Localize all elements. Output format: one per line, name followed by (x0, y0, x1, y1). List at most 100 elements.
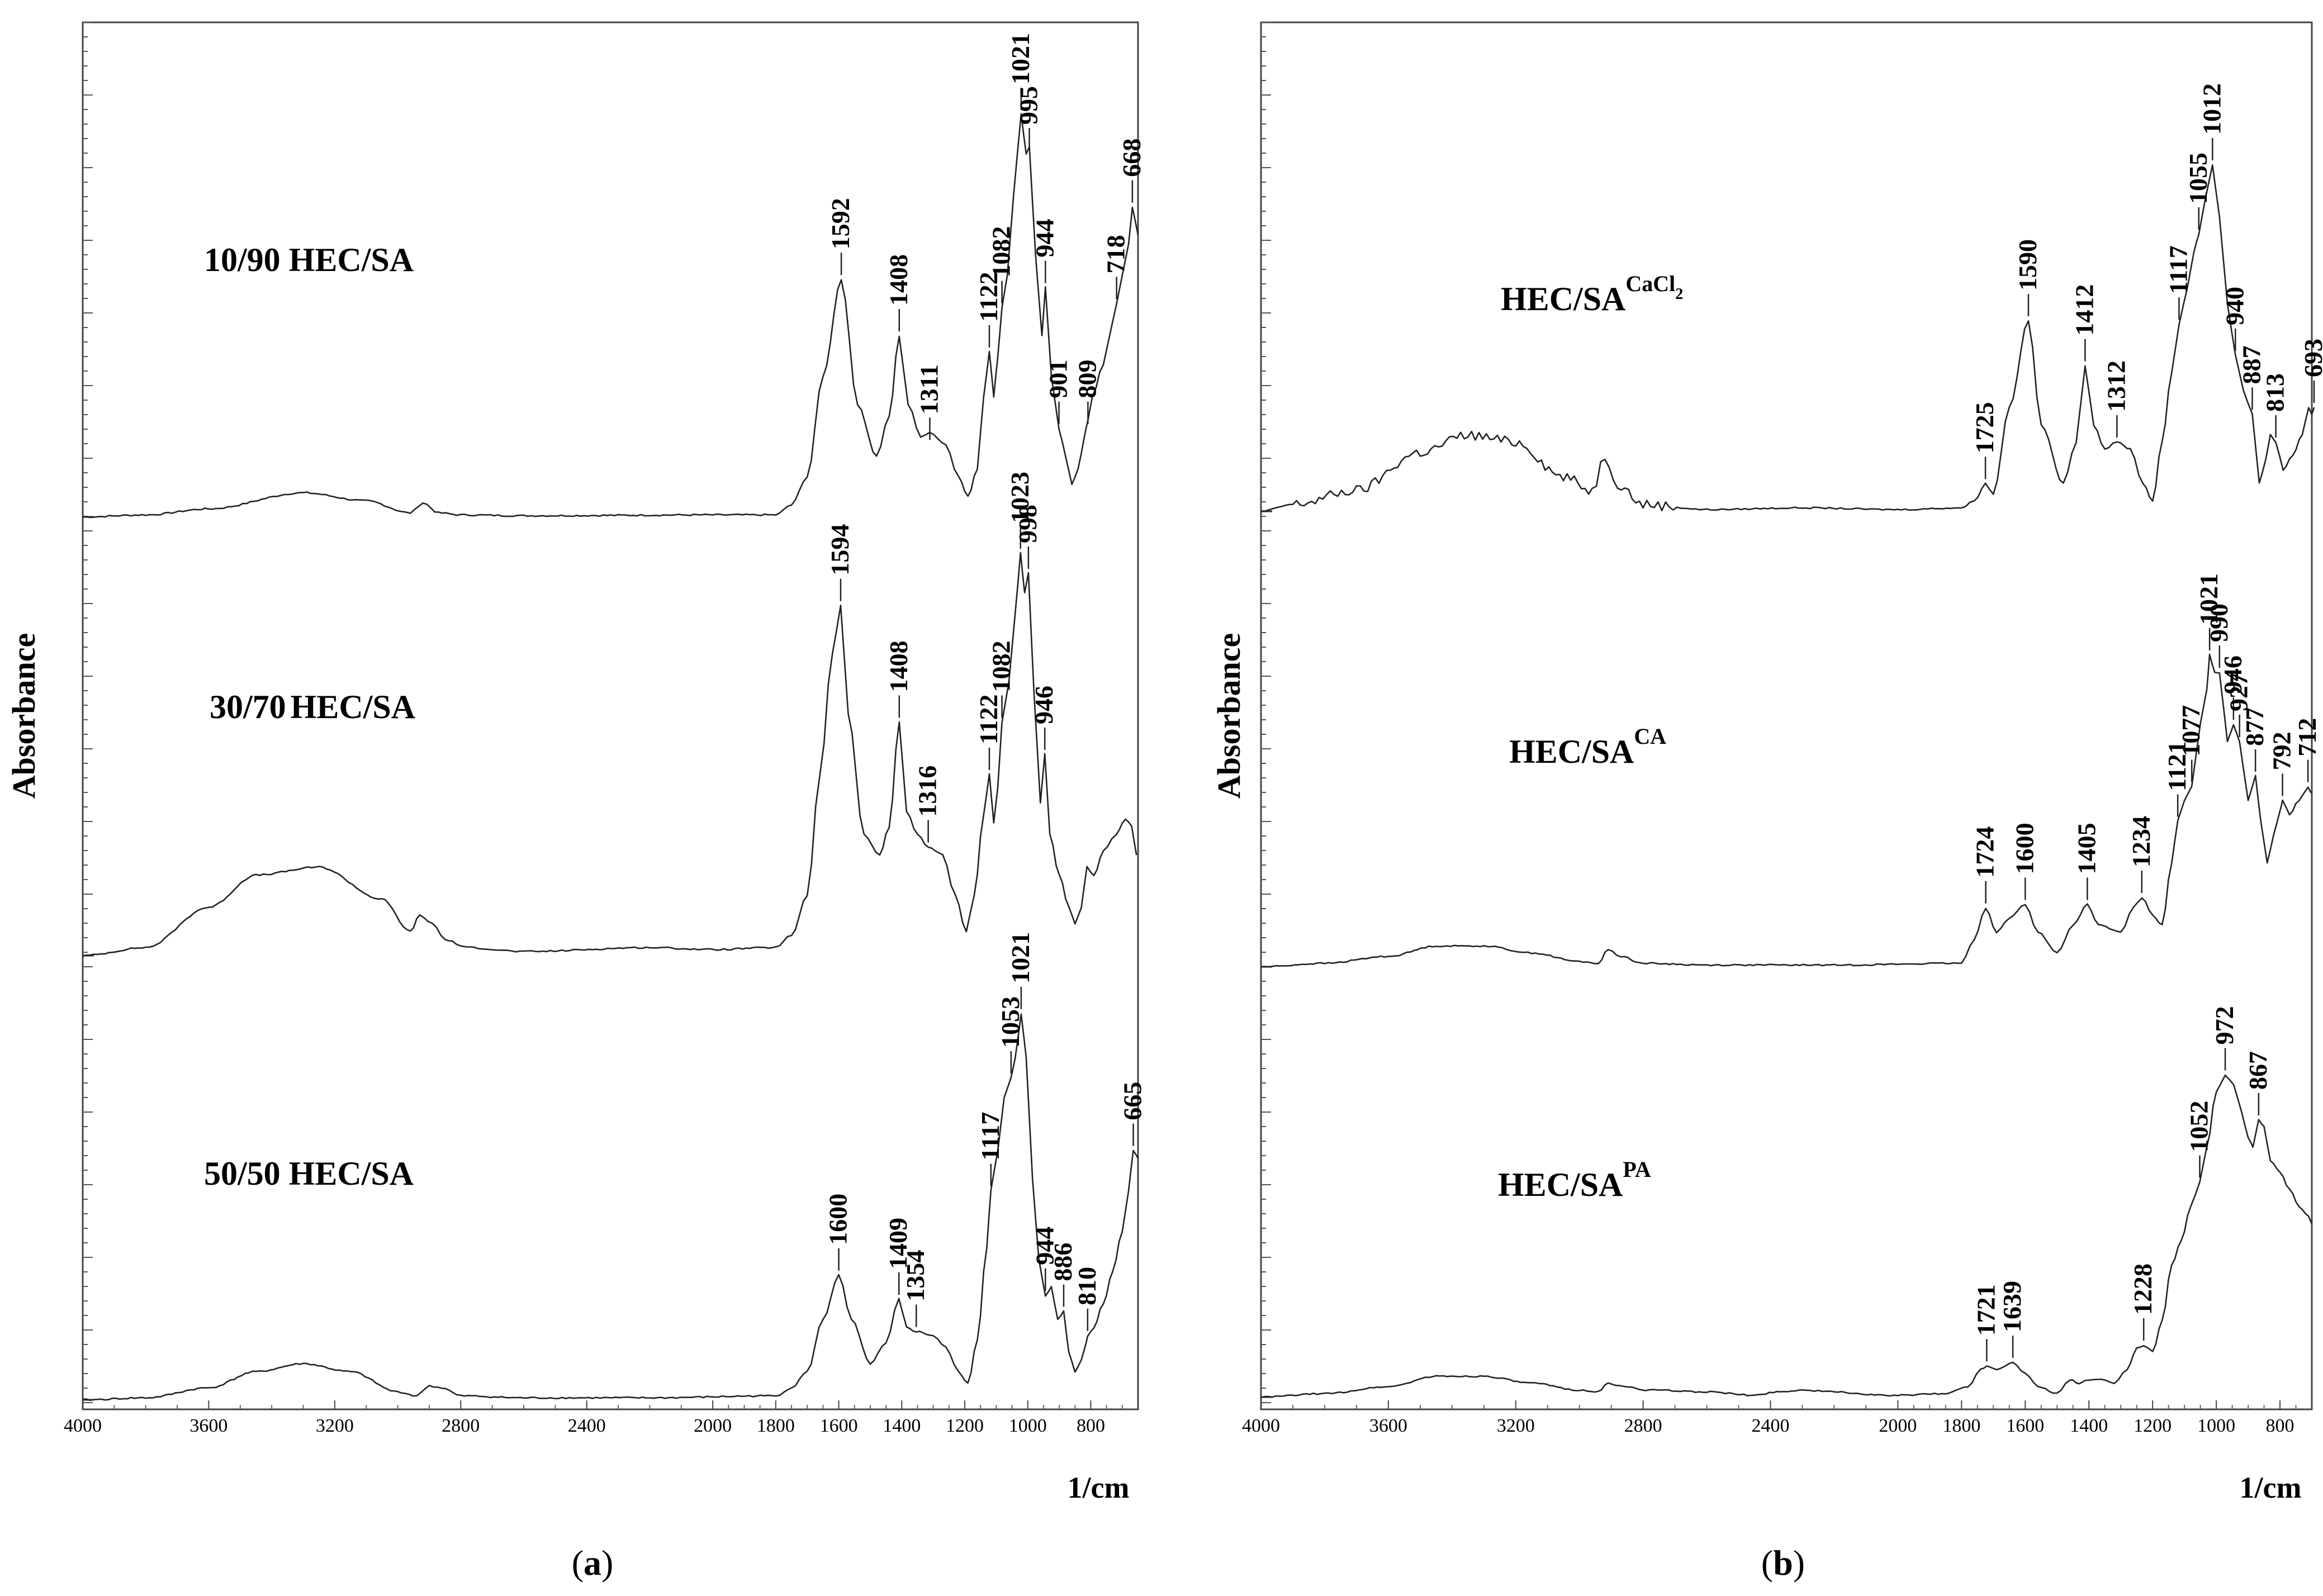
peak-label: 1052 (2184, 1101, 2213, 1152)
peak-label: 995 (1014, 86, 1043, 125)
peak-label: 810 (1073, 1267, 1101, 1305)
x-tick-label: 800 (2266, 1416, 2294, 1436)
x-tick-label: 2800 (442, 1416, 480, 1436)
peak-label: 877 (2240, 707, 2269, 746)
peak-label: 1412 (2070, 284, 2098, 336)
peak-label: 1600 (2010, 823, 2038, 874)
x-tick-label: 1600 (820, 1416, 858, 1436)
peak-label: 1121 (2163, 741, 2191, 791)
spectrum-line (1260, 1074, 2313, 1399)
x-tick-label: 2000 (694, 1416, 732, 1436)
x-tick-label: 1800 (1942, 1416, 1980, 1436)
x-tick-label: 4000 (1242, 1416, 1280, 1436)
x-tick-label: 1000 (2197, 1416, 2235, 1436)
peak-label: 1055 (2184, 153, 2212, 204)
x-tick-label: 1000 (1009, 1416, 1047, 1436)
peak-label: 990 (2205, 604, 2233, 642)
peak-label: 1311 (914, 364, 943, 414)
peak-label: 1082 (987, 226, 1016, 278)
peak-label: 1592 (826, 198, 855, 249)
peak-label: 1117 (976, 1112, 1004, 1161)
x-tick-label: 1400 (883, 1416, 921, 1436)
x-tick-label: 3600 (189, 1416, 227, 1436)
peak-label: 718 (1102, 235, 1130, 273)
x-tick-label: 1600 (2006, 1416, 2044, 1436)
peak-label: 944 (1030, 219, 1059, 258)
peak-label: 1721 (1971, 1284, 2000, 1336)
peak-label: 1077 (2177, 705, 2205, 757)
panel-caption: (b) (1761, 1543, 1805, 1583)
series-label: HEC/SACaCl2 (1501, 271, 1683, 317)
panel-caption: (a) (572, 1543, 614, 1583)
spectrum-line (82, 552, 1137, 957)
peak-label: 1354 (901, 1250, 930, 1302)
peak-label: 1228 (2128, 1264, 2157, 1315)
peak-label: 946 (2218, 656, 2247, 694)
peak-label: 1234 (2127, 816, 2155, 867)
y-axis-label: Absorbance (1211, 633, 1247, 799)
peak-label: 693 (2299, 339, 2323, 377)
series-label: HEC/SAPA (1498, 1157, 1651, 1203)
peak-label: 1600 (824, 1194, 852, 1245)
peak-label: 1724 (1971, 826, 1999, 878)
peak-label: 1409 (884, 1218, 912, 1269)
x-tick-label: 1200 (946, 1416, 984, 1436)
peak-label: 1021 (1006, 932, 1035, 984)
peak-label: 1408 (884, 640, 913, 692)
x-axis-unit: 1/cm (1068, 1471, 1130, 1504)
peak-label: 712 (2293, 718, 2321, 757)
x-tick-label: 2800 (1624, 1416, 1662, 1436)
x-tick-label: 800 (1077, 1416, 1105, 1436)
peak-label: 1023 (1006, 472, 1034, 523)
x-tick-label: 2000 (1879, 1416, 1917, 1436)
peak-label: 1021 (1006, 33, 1035, 84)
x-tick-label: 1400 (2070, 1416, 2108, 1436)
peak-label: 1312 (2102, 360, 2130, 412)
y-axis-label: Absorbance (6, 633, 42, 799)
peak-label: 668 (1117, 139, 1146, 177)
x-tick-label: 3200 (316, 1416, 354, 1436)
peak-label: 1082 (987, 640, 1016, 692)
spectrum-line (82, 1013, 1139, 1402)
x-tick-label: 3600 (1369, 1416, 1407, 1436)
peak-label: 1590 (2013, 239, 2042, 291)
series-label: 10/90 HEC/SA (204, 241, 414, 278)
peak-label: 946 (1030, 686, 1058, 724)
spectrum-line (82, 113, 1139, 519)
peak-label: 1594 (826, 524, 854, 576)
plot-frame (82, 21, 1139, 1410)
series-label: 30/70 HEC/SA (210, 688, 415, 725)
peak-label: 1725 (1970, 402, 1999, 453)
peak-label: 927 (2225, 673, 2253, 711)
x-tick-label: 4000 (64, 1416, 102, 1436)
spectrum-line (1260, 653, 2313, 968)
peak-label: 809 (1073, 360, 1101, 398)
peak-label: 887 (2237, 345, 2265, 384)
x-tick-label: 2400 (568, 1416, 606, 1436)
peak-label: 886 (1049, 1243, 1077, 1281)
x-tick-label: 3200 (1497, 1416, 1535, 1436)
x-tick-label: 1800 (757, 1416, 795, 1436)
x-axis-unit: 1/cm (2240, 1471, 2302, 1504)
peak-label: 813 (2261, 373, 2289, 412)
x-tick-label: 2400 (1752, 1416, 1790, 1436)
plot-frame (1260, 21, 2313, 1410)
peak-label: 1021 (2194, 573, 2223, 625)
peak-label: 1316 (913, 766, 942, 817)
spectrum-line (1260, 164, 2315, 512)
peak-label: 901 (1044, 360, 1073, 398)
peak-label: 1117 (2164, 245, 2192, 294)
series-label: HEC/SACA (1509, 724, 1666, 770)
panel-b: 4000 3600 3200 2800 2400 2000 1800 1600 1400 1200… (1211, 21, 2323, 1583)
x-tick-label: 1200 (2134, 1416, 2172, 1436)
peak-label: 1122 (974, 272, 1003, 321)
panel-a: 4000 3600 3200 2800 2400 2000 1800 1600 1400 1200… (6, 21, 1147, 1583)
peak-label: 940 (2220, 287, 2249, 325)
peak-label: 998 (1013, 505, 1042, 543)
peak-label: 1639 (1998, 1281, 2026, 1332)
peak-label: 1408 (884, 254, 913, 306)
peak-label: 972 (2210, 1006, 2239, 1044)
peak-label: 1405 (2072, 823, 2101, 874)
peak-label: 1053 (996, 996, 1025, 1048)
